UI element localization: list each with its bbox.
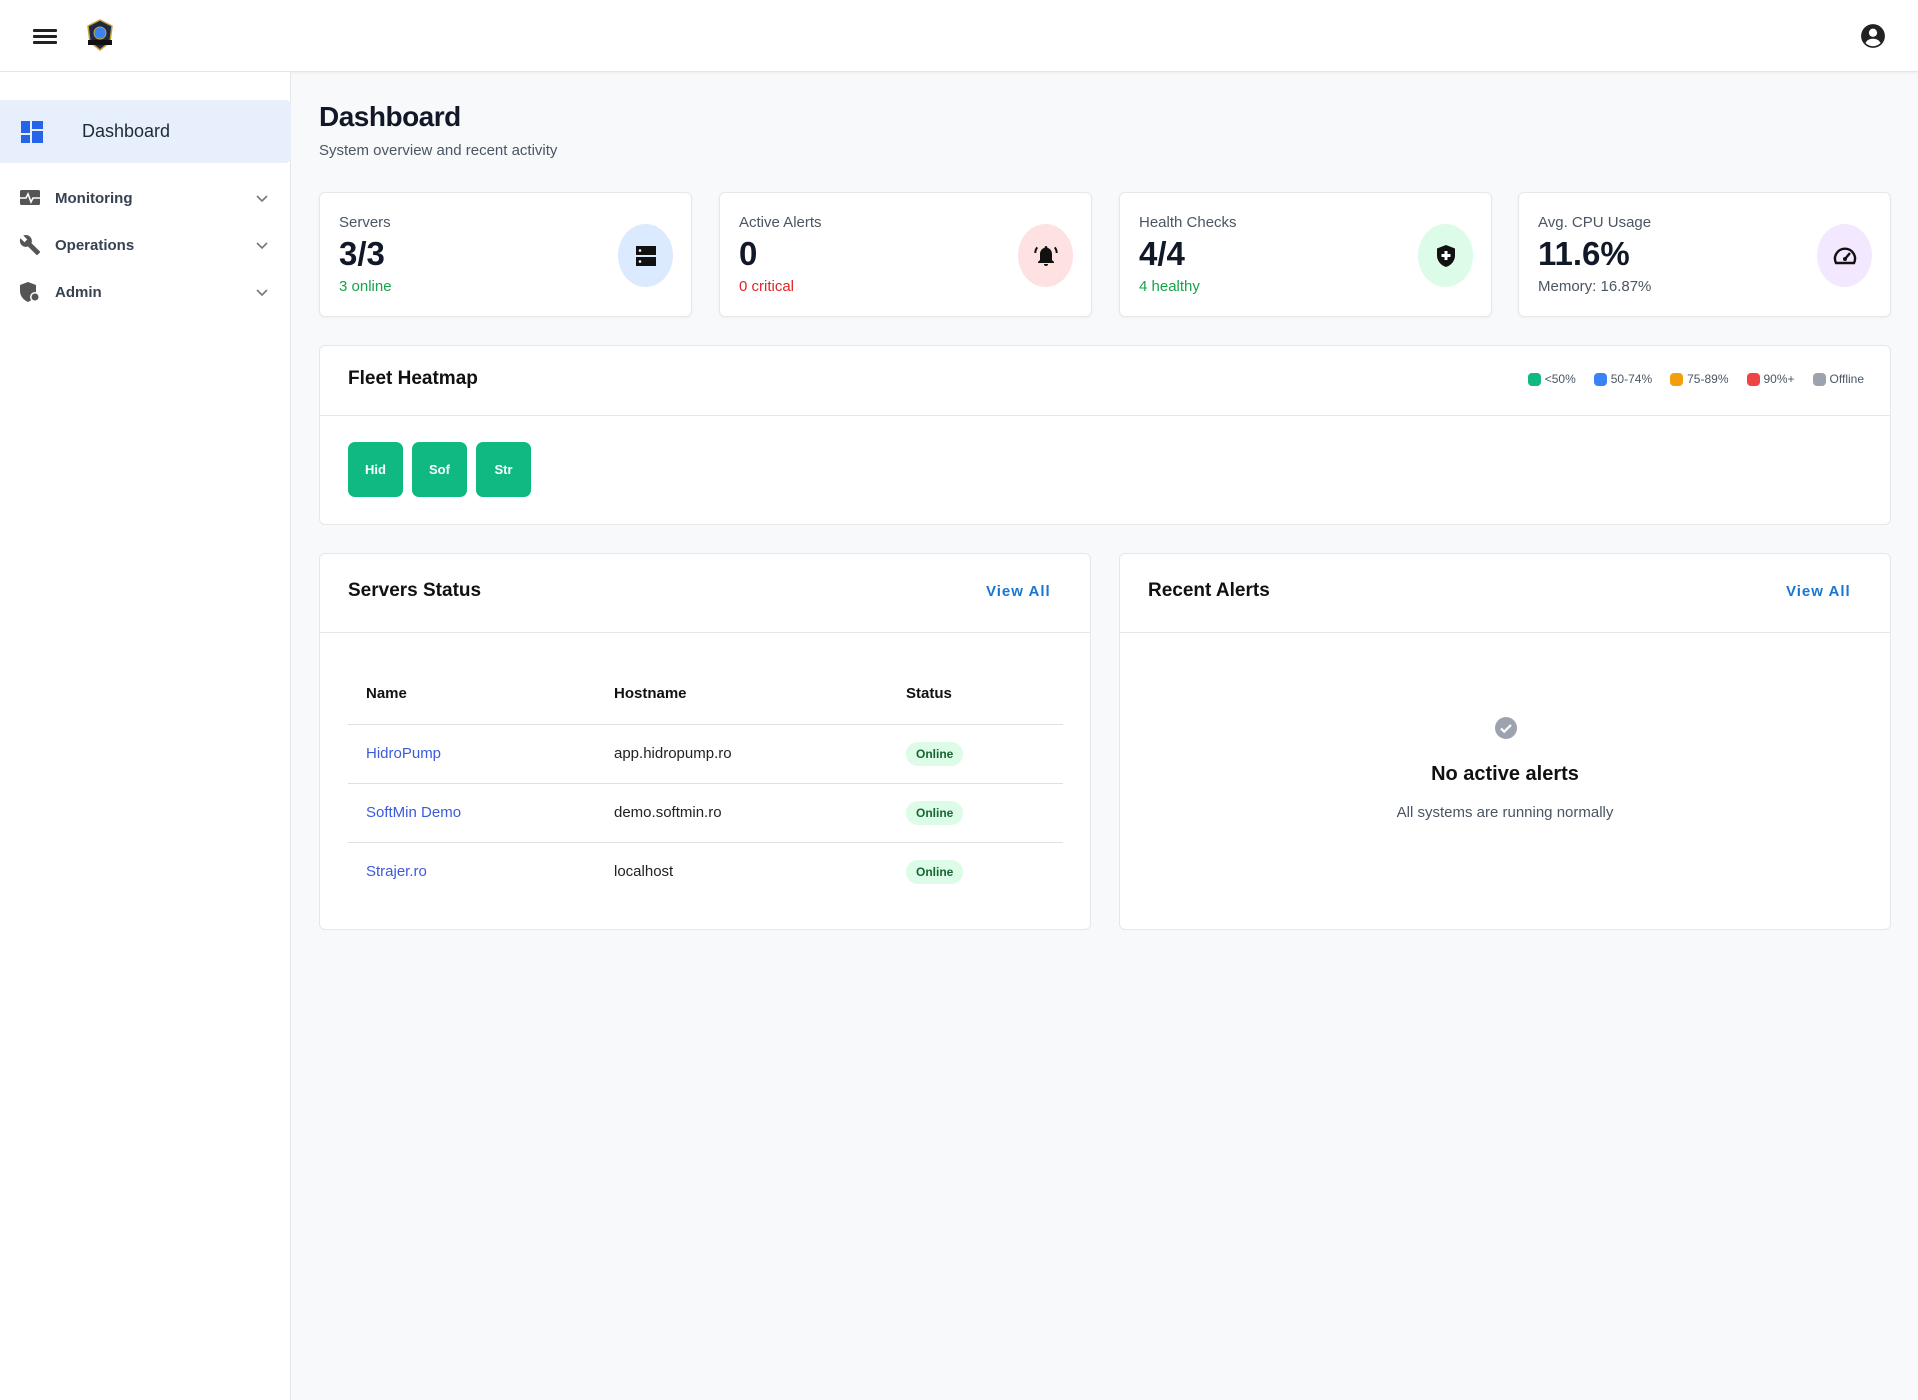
stat-label: Avg. CPU Usage <box>1538 214 1652 231</box>
server-name-link[interactable]: SoftMin Demo <box>366 804 462 821</box>
legend-label: 75-89% <box>1687 372 1729 386</box>
stat-value: 0 <box>739 235 758 272</box>
legend-item: <50% <box>1527 372 1576 386</box>
panel-title: Fleet Heatmap <box>348 368 478 389</box>
server-hostname: app.hidropump.ro <box>596 724 888 784</box>
recent-alerts-panel: Recent Alerts View All No active alerts … <box>1119 553 1891 930</box>
sidebar-item-label: Monitoring <box>55 189 133 207</box>
column-header-name[interactable]: Name <box>348 664 596 725</box>
empty-state-subtitle: All systems are running normally <box>1396 804 1614 821</box>
table-row: Strajer.ro localhost Online <box>348 842 1063 901</box>
sidebar-item-monitoring[interactable]: Monitoring <box>0 178 291 218</box>
table-row: HidroPump app.hidropump.ro Online <box>348 724 1063 784</box>
chevron-down-icon <box>256 289 268 297</box>
column-header-status[interactable]: Status <box>888 664 1063 725</box>
view-all-servers-link[interactable]: View All <box>986 583 1051 600</box>
check-circle-icon <box>1495 717 1517 739</box>
server-hostname: demo.softmin.ro <box>596 783 888 843</box>
table-row: SoftMin Demo demo.softmin.ro Online <box>348 783 1063 843</box>
fleet-heatmap-panel: Fleet Heatmap <50% 50-74% 75-89% 90%+ Offlin… <box>319 345 1891 525</box>
stat-card-alerts: Active Alerts 0 0 critical <box>719 192 1092 317</box>
sidebar-item-label: Dashboard <box>82 121 171 141</box>
speedometer-icon <box>1817 224 1872 287</box>
panel-title: Recent Alerts <box>1148 580 1270 601</box>
legend-swatch <box>1527 372 1541 386</box>
servers-status-panel: Servers Status View All Name Hostname St… <box>319 553 1091 930</box>
stat-sub: 4 healthy <box>1139 278 1200 295</box>
server-hostname: localhost <box>614 863 674 881</box>
top-app-bar <box>0 0 1918 72</box>
stat-card-servers: Servers 3/3 3 online <box>319 192 692 317</box>
server-name-link[interactable]: Strajer.ro <box>366 863 427 881</box>
legend-item: 75-89% <box>1670 372 1729 386</box>
stat-sub: Memory: 16.87% <box>1538 278 1652 295</box>
status-badge: Online <box>906 859 964 884</box>
chevron-down-icon <box>256 242 268 250</box>
legend-label: Offline <box>1829 372 1864 386</box>
legend-item: 90%+ <box>1746 372 1795 386</box>
legend-swatch <box>1746 372 1760 386</box>
sidebar-item-label: Operations <box>55 236 135 254</box>
stat-label: Servers <box>339 214 391 231</box>
wrench-icon <box>19 235 41 256</box>
sidebar: Dashboard Monitoring Operations Admin <box>0 72 291 1400</box>
shield-plus-icon <box>1418 224 1473 287</box>
view-all-alerts-link[interactable]: View All <box>1786 583 1851 600</box>
stat-value: 11.6% <box>1538 235 1630 272</box>
servers-table: Name Hostname Status HidroPump app.hidrop… <box>348 664 1063 901</box>
stat-value: 3/3 <box>339 235 385 272</box>
legend-label: <50% <box>1544 372 1576 386</box>
sidebar-item-operations[interactable]: Operations <box>0 225 291 265</box>
page-title: Dashboard <box>319 101 461 132</box>
heatmap-tile[interactable]: Sof <box>412 442 467 497</box>
server-name-link[interactable]: HidroPump <box>366 745 442 762</box>
strajer-logo[interactable] <box>85 18 115 52</box>
panel-title: Servers Status <box>348 580 482 601</box>
dashboard-grid-icon <box>21 120 43 143</box>
legend-swatch <box>1670 372 1684 386</box>
server-icon <box>618 224 673 287</box>
account-circle-icon[interactable] <box>1860 23 1886 49</box>
empty-state-title: No active alerts <box>1431 763 1579 785</box>
monitor-heartbeat-icon <box>20 190 40 205</box>
status-badge: Online <box>906 741 964 766</box>
bell-ring-icon <box>1018 224 1073 287</box>
sidebar-item-dashboard[interactable]: Dashboard <box>0 100 291 163</box>
status-badge: Online <box>906 800 964 825</box>
sidebar-item-admin[interactable]: Admin <box>0 272 291 312</box>
legend-label: 50-74% <box>1610 372 1653 386</box>
heatmap-tile[interactable]: Hid <box>348 442 403 497</box>
admin-shield-icon <box>20 282 40 302</box>
stat-sub: 0 critical <box>739 278 795 295</box>
legend-swatch <box>1593 372 1607 386</box>
heatmap-tile[interactable]: Str <box>476 442 531 497</box>
page-subtitle: System overview and recent activity <box>319 142 558 159</box>
hamburger-icon[interactable] <box>33 26 57 46</box>
legend-item: Offline <box>1812 372 1864 386</box>
stat-label: Active Alerts <box>739 214 822 231</box>
legend-item: 50-74% <box>1593 372 1653 386</box>
sidebar-item-label: Admin <box>55 283 102 301</box>
stat-card-health: Health Checks 4/4 4 healthy <box>1119 192 1492 317</box>
chevron-down-icon <box>256 195 268 203</box>
stat-sub: 3 online <box>339 278 392 295</box>
heatmap-legend: <50% 50-74% 75-89% 90%+ Offline <box>1527 372 1864 386</box>
column-header-hostname[interactable]: Hostname <box>596 664 888 725</box>
stat-label: Health Checks <box>1139 214 1237 231</box>
stat-card-cpu: Avg. CPU Usage 11.6% Memory: 16.87% <box>1518 192 1891 317</box>
stat-value: 4/4 <box>1139 235 1185 272</box>
legend-swatch <box>1812 372 1826 386</box>
legend-label: 90%+ <box>1763 372 1795 386</box>
